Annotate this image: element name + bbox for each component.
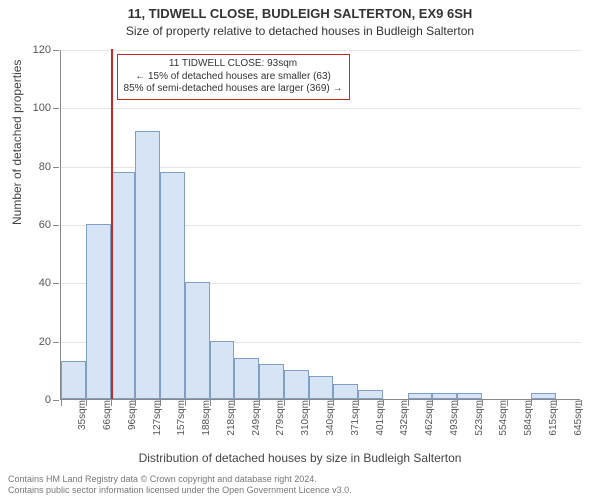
histogram-bar xyxy=(457,393,482,399)
y-tick-label: 120 xyxy=(21,44,51,56)
footer-attribution: Contains HM Land Registry data © Crown c… xyxy=(8,474,352,497)
x-tick xyxy=(556,400,557,406)
reference-line xyxy=(111,49,113,399)
y-tick-label: 20 xyxy=(21,336,51,348)
histogram-bar xyxy=(408,393,433,399)
x-tick xyxy=(111,400,112,406)
callout-line: 85% of semi-detached houses are larger (… xyxy=(124,83,343,96)
x-tick xyxy=(531,400,532,406)
x-tick xyxy=(457,400,458,406)
callout-box: 11 TIDWELL CLOSE: 93sqm← 15% of detached… xyxy=(117,54,350,100)
histogram-bar xyxy=(135,131,160,399)
y-tick-label: 60 xyxy=(21,219,51,231)
x-tick xyxy=(259,400,260,406)
footer-line-1: Contains HM Land Registry data © Crown c… xyxy=(8,474,352,485)
y-tick-label: 40 xyxy=(21,277,51,289)
x-tick xyxy=(581,400,582,406)
histogram-bar xyxy=(358,390,383,399)
x-tick xyxy=(309,400,310,406)
chart-container: 11, TIDWELL CLOSE, BUDLEIGH SALTERTON, E… xyxy=(0,0,600,500)
histogram-bar xyxy=(234,358,259,399)
chart-subtitle: Size of property relative to detached ho… xyxy=(0,24,600,38)
x-tick xyxy=(333,400,334,406)
histogram-bar xyxy=(309,376,334,399)
x-tick xyxy=(160,400,161,406)
x-tick xyxy=(507,400,508,406)
x-tick xyxy=(61,400,62,406)
y-tick xyxy=(53,167,59,168)
x-axis-label: Distribution of detached houses by size … xyxy=(0,451,600,465)
y-tick-label: 100 xyxy=(21,102,51,114)
y-tick-label: 80 xyxy=(21,161,51,173)
callout-line: 11 TIDWELL CLOSE: 93sqm xyxy=(124,58,343,71)
histogram-bar xyxy=(185,282,210,399)
plot-inner: 02040608010012035sqm66sqm96sqm127sqm157s… xyxy=(60,50,580,400)
x-tick xyxy=(284,400,285,406)
chart-title-address: 11, TIDWELL CLOSE, BUDLEIGH SALTERTON, E… xyxy=(0,6,600,21)
histogram-bar xyxy=(86,224,111,399)
y-tick xyxy=(53,400,59,401)
histogram-bar xyxy=(284,370,309,399)
x-tick xyxy=(408,400,409,406)
x-tick xyxy=(210,400,211,406)
x-tick xyxy=(234,400,235,406)
plot-area: 02040608010012035sqm66sqm96sqm127sqm157s… xyxy=(60,50,580,400)
histogram-bar xyxy=(61,361,86,399)
callout-line: ← 15% of detached houses are smaller (63… xyxy=(124,71,343,84)
y-axis-label: Number of detached properties xyxy=(10,60,24,225)
histogram-bar xyxy=(531,393,556,399)
gridline xyxy=(61,108,581,109)
histogram-bar xyxy=(259,364,284,399)
y-tick xyxy=(53,108,59,109)
x-tick xyxy=(135,400,136,406)
x-tick xyxy=(86,400,87,406)
histogram-bar xyxy=(333,384,358,399)
x-tick xyxy=(185,400,186,406)
footer-line-2: Contains public sector information licen… xyxy=(8,485,352,496)
histogram-bar xyxy=(160,172,185,400)
x-tick xyxy=(383,400,384,406)
x-tick xyxy=(482,400,483,406)
x-tick xyxy=(432,400,433,406)
y-tick xyxy=(53,342,59,343)
histogram-bar xyxy=(432,393,457,399)
histogram-bar xyxy=(210,341,235,399)
x-tick xyxy=(358,400,359,406)
gridline xyxy=(61,50,581,51)
y-tick xyxy=(53,50,59,51)
y-tick-label: 0 xyxy=(21,394,51,406)
y-tick xyxy=(53,225,59,226)
y-tick xyxy=(53,283,59,284)
histogram-bar xyxy=(111,172,136,400)
